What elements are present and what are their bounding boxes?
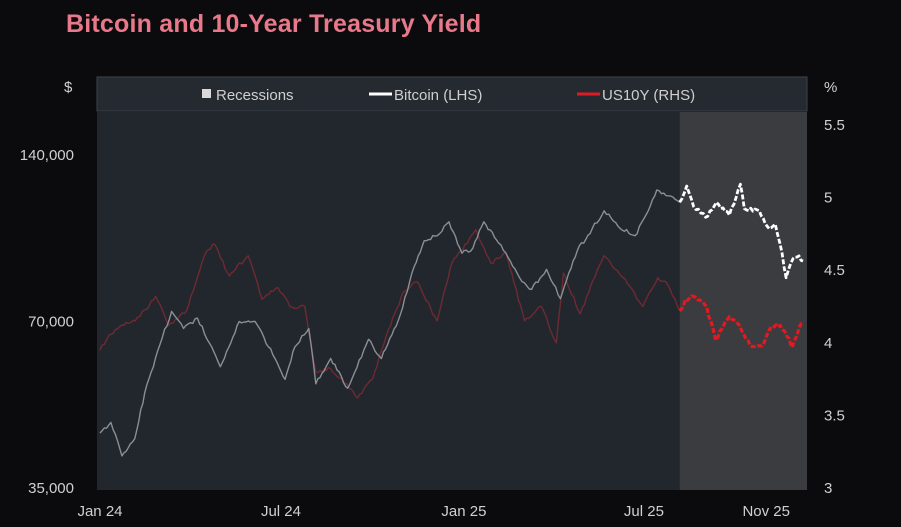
right-tick-label: 3 [824,480,832,497]
legend-recessions-swatch [202,89,211,98]
chart-title: Bitcoin and 10-Year Treasury Yield [66,10,482,38]
right-axis-ticks: 3 3.5 4 4.5 5 5.5 [824,117,845,497]
x-tick-label: Nov 25 [742,503,790,520]
bitcoin-line-recession [678,182,804,280]
legend-recessions-label: Recessions [216,87,294,104]
right-tick-label: 3.5 [824,407,845,424]
legend-us10y-label: US10Y (RHS) [602,87,695,104]
legend: Recessions Bitcoin (LHS) US10Y (RHS) [202,87,695,104]
right-tick-label: 5 [824,190,832,207]
right-tick-label: 4 [824,335,832,352]
x-tick-label: Jan 24 [77,503,122,520]
x-tick-label: Jul 25 [624,503,664,520]
us10y-line-recession [678,294,804,349]
x-tick-label: Jan 25 [441,503,486,520]
legend-bitcoin-label: Bitcoin (LHS) [394,87,482,104]
x-axis-ticks: Jan 24 Jul 24 Jan 25 Jul 25 Nov 25 [77,503,790,520]
right-tick-label: 5.5 [824,117,845,134]
right-tick-label: 4.5 [824,262,845,279]
us10y-line-before [99,228,681,399]
x-tick-label: Jul 24 [261,503,301,520]
right-axis-unit: % [824,79,837,96]
legend-box [96,76,808,112]
left-axis-ticks: 35,000 70,000 140,000 [20,147,74,497]
series-layer [99,182,804,457]
left-tick-label: 70,000 [28,314,74,331]
left-tick-label: 35,000 [28,480,74,497]
left-tick-label: 140,000 [20,147,74,164]
bitcoin-line-before [99,189,681,457]
left-axis-unit: $ [64,79,73,96]
